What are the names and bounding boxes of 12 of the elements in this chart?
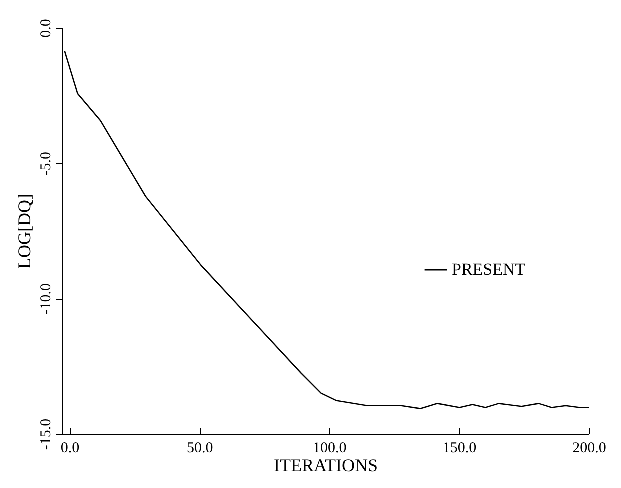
legend-label: PRESENT — [452, 260, 526, 279]
y-tick-label: -15.0 — [38, 418, 54, 450]
y-tick-label: 0.0 — [38, 19, 54, 38]
x-tick-label: 100.0 — [313, 440, 347, 456]
y-tick-label: -5.0 — [38, 152, 54, 176]
y-axis-title: LOG[DQ] — [14, 194, 34, 269]
x-tick-label: 0.0 — [60, 440, 80, 456]
x-tick-label: 200.0 — [572, 440, 606, 456]
x-tick-label: 150.0 — [442, 440, 477, 456]
x-tick-label: 50.0 — [186, 440, 214, 456]
x-axis-title: ITERATIONS — [274, 456, 378, 476]
y-tick-label: -10.0 — [38, 284, 54, 315]
